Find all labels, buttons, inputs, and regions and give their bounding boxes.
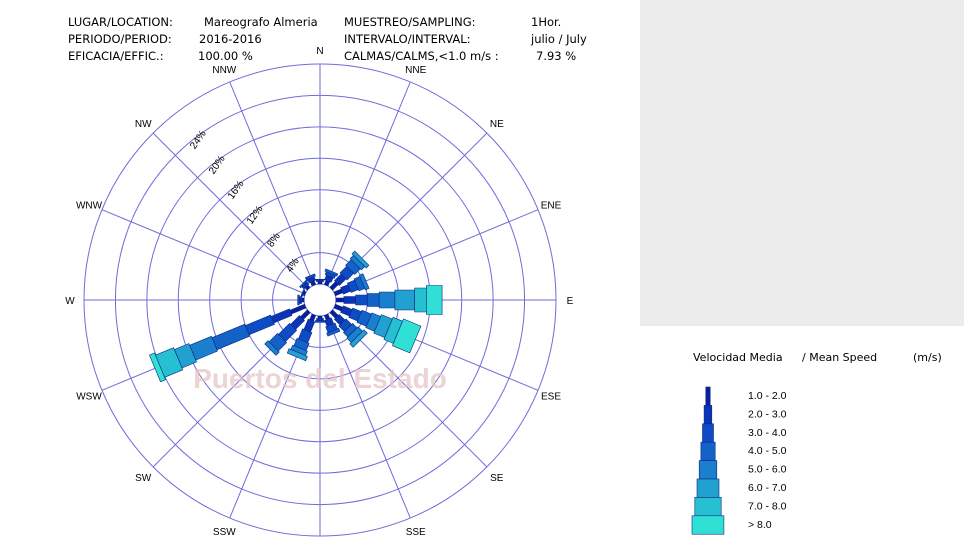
spoke-nne [325,81,411,286]
direction-label-ene: ENE [541,200,562,211]
bar-e-class-5 [378,291,396,309]
direction-label-ssw: SSW [213,527,236,538]
bar-n-class-3 [314,278,326,281]
ring-label-5: 20% [207,154,228,177]
polar-grid [83,63,557,537]
speed-legend: 1.0 - 2.0 2.0 - 3.0 3.0 - 4.0 4.0 - 5.0 5.0 … [691,386,787,535]
legend-swatch-6 [696,478,720,498]
bar-w-class-2 [298,296,302,304]
legend-swatch-5 [698,460,718,480]
direction-label-ne: NE [490,119,504,130]
bar-e-class-1 [335,297,345,303]
legend-title-es: Velocidad Media [693,351,783,364]
period-label: PERIODO/PERIOD: [68,32,172,46]
direction-label-sse: SSE [406,527,426,538]
ring-label-1: 4% [284,256,301,274]
bar-nnw-class-3 [304,273,316,281]
legend-swatch-1 [705,386,711,406]
bar-se-class-6 [349,329,368,348]
ring-label-3: 12% [245,204,266,227]
direction-label-se: SE [490,473,504,484]
location-value: Mareografo Almeria [204,15,318,29]
bar-wsw-class-3 [244,314,275,336]
calms-value: 7.93 % [536,49,577,63]
bar-sse-class-4 [326,327,341,337]
bar-wsw-class-8 [149,352,166,383]
bar-n-class-1 [317,281,323,285]
period-value: 2016-2016 [199,32,262,46]
legend-swatch-8 [691,515,725,535]
legend-panel [640,326,964,541]
ring-label-2: 8% [266,231,283,249]
bar-ssw-class-6 [286,348,308,362]
legend-title-en: / Mean Speed [802,351,878,364]
direction-label-nw: NW [135,119,152,130]
direction-label-w: W [65,296,75,307]
direction-label-sw: SW [135,473,152,484]
calms-label: CALMAS/CALMS,<1.0 m/s : [344,49,499,63]
direction-label-wsw: WSW [76,392,102,403]
bar-e-class-2 [343,296,356,304]
legend-units: (m/s) [913,351,942,364]
bar-ene-class-5 [358,273,370,291]
direction-label-ese: ESE [541,392,561,403]
legend-label-4: 4.0 - 5.0 [748,445,787,457]
bar-w-class-1 [301,297,305,303]
ring-label-4: 16% [226,179,247,202]
location-label: LUGAR/LOCATION: [68,15,173,29]
spoke-nnw [229,81,315,286]
spoke-wnw [101,209,306,295]
watermark-text: Puertos del Estado [193,363,447,394]
legend-swatch-4 [700,441,716,461]
spoke-sse [325,314,411,519]
bar-s-class-1 [317,315,323,319]
bar-s-class-2 [316,318,324,322]
sampling-value: 1Hor. [531,15,562,29]
bar-e-class-3 [355,294,368,306]
bar-e-class-7 [414,287,427,313]
legend-label-2: 2.0 - 3.0 [748,408,787,420]
spoke-ene [334,209,539,295]
legend-swatch-7 [694,497,722,517]
direction-label-nnw: NNW [212,65,236,76]
bar-wsw-class-1 [289,303,307,315]
direction-label-nne: NNE [405,65,426,76]
bar-wsw-class-4 [211,323,250,351]
bar-wnw-class-2 [300,289,306,297]
interval-value: julio / July [531,32,587,46]
bar-sw-class-5 [264,340,280,356]
legend-label-1: 1.0 - 2.0 [748,390,787,402]
sampling-label: MUESTREO/SAMPLING: [344,15,476,29]
legend-label-3: 3.0 - 4.0 [748,427,787,439]
direction-label-wnw: WNW [76,200,103,211]
direction-label-n: N [316,46,323,57]
bar-e-class-4 [367,293,380,307]
legend-label-8: > 8.0 [748,519,772,531]
interval-label: INTERVALO/INTERVAL: [344,32,471,46]
background-panel [640,0,964,326]
ring-label-6: 24% [188,129,209,152]
legend-label-6: 6.0 - 7.0 [748,482,787,494]
bar-nw-class-3 [299,279,309,289]
bar-ese-class-8 [392,318,422,354]
direction-labels: NNNENEENEEESESESSESSSWSWWSWWWNWNWNNW [65,46,574,538]
bar-s-class-3 [314,320,326,323]
legend-label-7: 7.0 - 8.0 [748,500,787,512]
legend-swatch-3 [702,423,714,443]
bar-w-class-3 [297,294,300,306]
legend-label-5: 5.0 - 6.0 [748,464,787,476]
bar-ne-class-6 [351,250,370,269]
bar-e-class-6 [394,289,415,311]
efficacy-label: EFICACIA/EFFIC.: [68,49,164,63]
efficacy-value: 100.00 % [198,49,253,63]
bar-nne-class-4 [324,268,339,277]
bar-e-class-8 [426,285,443,315]
rose-petals [149,250,443,383]
legend-swatch-2 [703,405,713,425]
spoke-nw [152,132,310,290]
direction-label-e: E [567,296,574,307]
